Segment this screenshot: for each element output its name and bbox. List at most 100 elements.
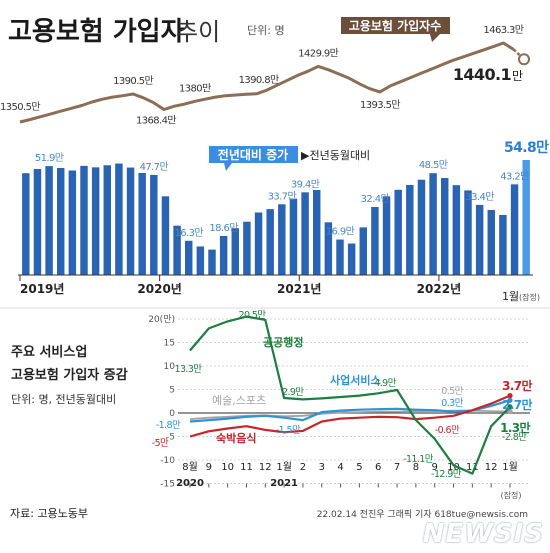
service-x-label: 6	[375, 462, 381, 473]
line-legend-box-text: 고용보험 가입자수	[349, 18, 442, 33]
service-x-label: 10	[221, 462, 234, 473]
service-data-label: -1.5만	[276, 425, 301, 436]
bar	[161, 196, 170, 275]
bar	[243, 221, 251, 275]
credit-text: 22.02.14 전진우 그래픽 기자 618tue@newsis.com	[317, 509, 528, 520]
service-series-name: 사업서비스	[330, 373, 381, 387]
bar	[68, 170, 77, 275]
service-data-label: -2.8만	[502, 432, 527, 443]
service-x-label: 4	[337, 462, 343, 473]
service-y-tick-label: -5	[166, 433, 175, 443]
subscriber-data-label: 1390.8만	[239, 74, 279, 86]
service-series-name: 공공행정	[263, 335, 303, 349]
bar	[406, 184, 414, 275]
service-series-endpoint	[507, 393, 513, 399]
bar-legend-badge: 전년대비 증가 ▶전년동월대비	[209, 146, 370, 171]
service-x-label: 8월	[182, 461, 198, 473]
bar	[91, 167, 100, 275]
service-x-label: 12	[259, 462, 272, 473]
service-data-label: 0.5만	[441, 386, 463, 397]
subscriber-data-label: 1429.9만	[298, 47, 338, 59]
bar	[138, 173, 146, 275]
line-legend-box: 고용보험 가입자수	[341, 17, 450, 42]
subscriber-last-value: 1440.1	[453, 65, 512, 84]
bar	[57, 167, 65, 275]
service-x-label: 12	[485, 462, 498, 473]
bar	[45, 166, 53, 275]
service-series-endpoint	[507, 397, 513, 403]
service-data-label: 0.3만	[441, 398, 463, 409]
bar	[33, 169, 42, 275]
service-y-tick-label: 20(만)	[148, 314, 175, 325]
service-series-line	[189, 399, 511, 423]
bar	[522, 160, 530, 275]
subscriber-data-label: 1463.3만	[483, 24, 523, 36]
bar	[150, 174, 158, 275]
top-x-year-label: 2019년	[20, 282, 64, 296]
bottom-title-line1: 주요 서비스업	[11, 345, 87, 360]
bar	[266, 209, 274, 275]
bar	[394, 189, 402, 275]
service-data-label: -1.8만	[156, 420, 181, 431]
service-y-tick-label: -15	[160, 480, 175, 490]
bar	[510, 184, 519, 275]
service-x-label: 1월	[276, 461, 292, 473]
subscriber-data-label: 1390.5만	[113, 75, 153, 87]
bar	[359, 227, 367, 275]
service-series-endpoint	[507, 404, 513, 410]
service-y-tick-label: -10	[160, 456, 175, 466]
service-data-label: -5만	[152, 438, 169, 449]
bar	[382, 196, 391, 275]
service-x-label: 8	[413, 462, 419, 473]
service-x-label: 10	[447, 462, 460, 473]
bar-data-label: 32.4만	[361, 193, 390, 205]
bar	[208, 249, 216, 275]
bar-data-label: 47.7만	[140, 161, 169, 173]
bar-data-label: 39.4만	[291, 178, 320, 190]
newsis-watermark: NEWSIS	[422, 519, 544, 549]
top-x-year-label: 2020년	[137, 282, 181, 296]
bar-data-label: 54.8만	[504, 140, 549, 156]
bar	[324, 222, 333, 275]
service-data-label: 1.3만	[500, 420, 530, 435]
bar-data-label: 51.9만	[35, 152, 64, 164]
bar	[185, 240, 193, 275]
bar-legend-note: ▶전년동월대비	[301, 149, 370, 162]
bar-data-label: 18.6만	[209, 222, 238, 234]
bar	[80, 165, 88, 275]
bar	[22, 173, 30, 275]
top-x-year-label: 2021년	[277, 282, 321, 296]
bar	[196, 246, 205, 275]
subscriber-endpoint-marker	[518, 53, 530, 66]
service-y-tick-label: 5	[169, 386, 175, 396]
bar	[487, 209, 495, 275]
main-title-suffix: 추이	[176, 18, 220, 46]
service-data-label: 3.7만	[502, 378, 532, 393]
subscriber-data-label: 1368.4만	[136, 114, 176, 126]
subscriber-data-label: 1393.5만	[360, 99, 400, 111]
bar	[336, 239, 344, 275]
top-x-axis: 2019년 2020년 2021년 2022년	[19, 275, 461, 296]
subscriber-data-label: 1380만	[179, 82, 211, 94]
bar-data-label: 16.9만	[326, 226, 355, 238]
service-series-line	[189, 394, 511, 438]
service-data-label: 4.9만	[374, 378, 396, 389]
source-text: 자료: 고용노동부	[10, 507, 88, 520]
bar-legend-badge-text: 전년대비 증가	[218, 147, 288, 162]
service-data-label: -12.9만	[431, 469, 462, 480]
bar	[126, 167, 135, 275]
service-series-endpoint	[507, 408, 513, 415]
bar	[499, 214, 507, 275]
service-x-label: 3	[319, 462, 325, 473]
service-series-name: 숙박음식	[216, 431, 256, 445]
bar	[278, 204, 286, 275]
service-x-label: 9	[206, 462, 212, 473]
bar	[429, 173, 437, 275]
bar-data-label: 48.5만	[419, 159, 448, 171]
top-x-year-label: 2022년	[417, 282, 461, 296]
bar	[254, 212, 263, 275]
service-chart: 20(만) 15 10 5 0 -5 -10 -15 8월 9 10 11 12 1월 2 3 4 5 6 7 8 9 10…	[148, 310, 533, 490]
service-data-label: 13.3만	[175, 364, 203, 375]
bar	[103, 165, 111, 275]
service-data-label: -11.1만	[403, 454, 434, 465]
